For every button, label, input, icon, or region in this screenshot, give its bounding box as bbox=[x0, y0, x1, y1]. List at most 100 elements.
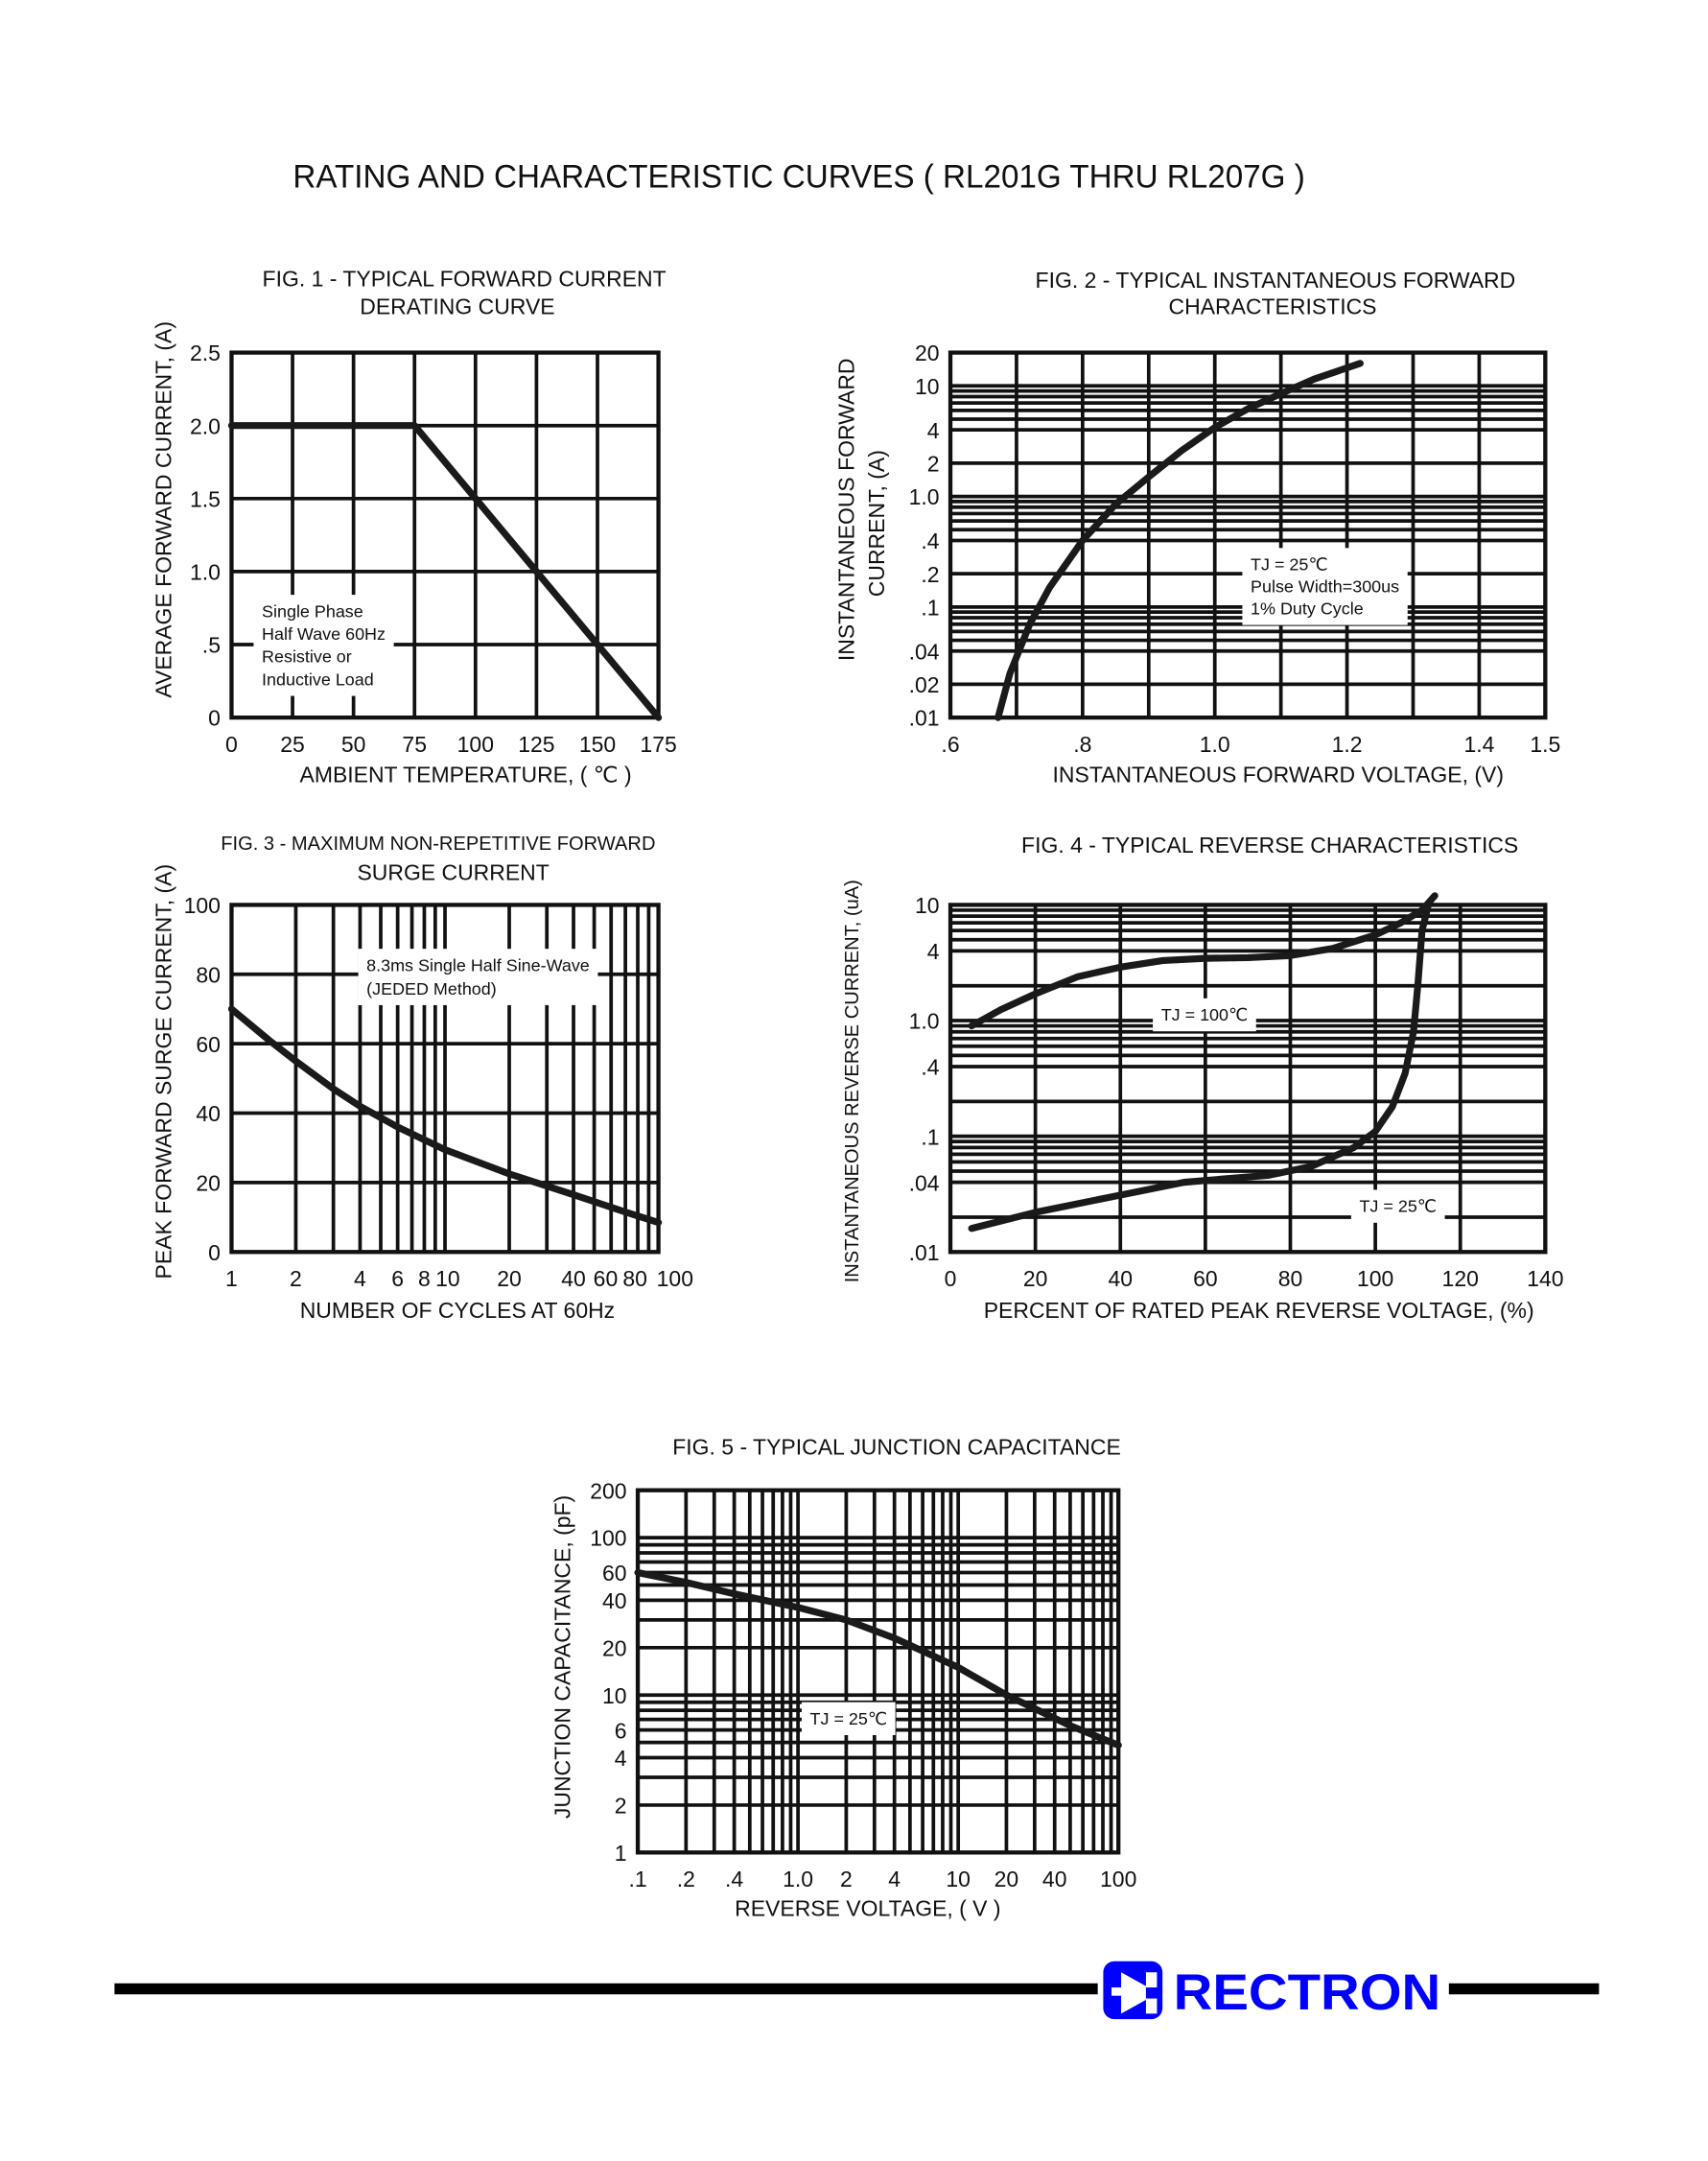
y-tick-label: .02 bbox=[909, 672, 940, 697]
y-tick-label: 100 bbox=[184, 893, 221, 918]
y-tick-label: .4 bbox=[921, 1055, 939, 1080]
x-tick-label: 0 bbox=[945, 1266, 957, 1291]
y-tick-label: .2 bbox=[921, 562, 939, 587]
annotation-line: 8.3ms Single Half Sine-Wave bbox=[366, 955, 590, 975]
chart-fig3: FIG. 3 - MAXIMUM NON-REPETITIVE FORWARD … bbox=[151, 834, 693, 1323]
plot-frame bbox=[229, 350, 661, 720]
y-tick-label: 2 bbox=[615, 1794, 627, 1819]
x-tick-label: 40 bbox=[1108, 1266, 1133, 1291]
chart-title: FIG. 5 - TYPICAL JUNCTION CAPACITANCE bbox=[672, 1434, 1121, 1459]
y-tick-label: 40 bbox=[196, 1101, 221, 1126]
annotation: TJ = 25℃ bbox=[810, 1709, 887, 1728]
y-axis-label: INSTANTANEOUS FORWARD bbox=[834, 358, 859, 661]
footer-rule-left bbox=[114, 1983, 1098, 1995]
annotation-background bbox=[358, 949, 598, 1005]
grid bbox=[948, 903, 1548, 1255]
y-tick-label: 2.0 bbox=[190, 413, 221, 438]
annotation: TJ = 25℃ Pulse Width=300us 1% Duty Cycle bbox=[1251, 554, 1399, 618]
x-tick-label: 2 bbox=[840, 1867, 853, 1891]
x-tick-label: 120 bbox=[1442, 1266, 1479, 1291]
x-tick-label: 80 bbox=[622, 1266, 647, 1291]
x-tick-label: 100 bbox=[1357, 1266, 1393, 1291]
x-axis-label: REVERSE VOLTAGE, ( V ) bbox=[735, 1895, 1000, 1920]
series-line-0 bbox=[968, 892, 1439, 1030]
series-line-0 bbox=[227, 1005, 663, 1227]
x-tick-label: 1.4 bbox=[1463, 732, 1494, 757]
x-tick-label: .1 bbox=[628, 1867, 646, 1891]
y-tick-label: .5 bbox=[202, 633, 221, 658]
chart-title: FIG. 2 - TYPICAL INSTANTANEOUS FORWARD bbox=[1036, 268, 1516, 293]
chart-fig5: FIG. 5 - TYPICAL JUNCTION CAPACITANCE RE… bbox=[550, 1434, 1137, 1920]
annotation-background bbox=[253, 595, 394, 696]
x-tick-label: 60 bbox=[594, 1266, 619, 1291]
y-tick-label: 10 bbox=[915, 374, 940, 399]
y-tick-label: 1.0 bbox=[909, 1009, 940, 1034]
x-tick-label: 20 bbox=[994, 1867, 1019, 1891]
y-tick-label: 20 bbox=[915, 341, 940, 365]
x-tick-label: .6 bbox=[941, 732, 959, 757]
x-tick-label: .8 bbox=[1073, 732, 1091, 757]
x-tick-label: 1 bbox=[225, 1266, 238, 1291]
x-axis-label: AMBIENT TEMPERATURE, ( ℃ ) bbox=[300, 763, 632, 787]
chart-subtitle: DERATING CURVE bbox=[360, 294, 554, 318]
x-tick-label: 50 bbox=[341, 732, 366, 757]
x-tick-label: 125 bbox=[518, 732, 554, 757]
annotation: 8.3ms Single Half Sine-Wave (JEDED Method… bbox=[366, 955, 590, 998]
annotation-line: Half Wave 60Hz bbox=[262, 624, 386, 644]
x-tick-label: 100 bbox=[1100, 1867, 1136, 1891]
annotation-background bbox=[1350, 1189, 1445, 1223]
x-tick-label: 1.2 bbox=[1332, 732, 1363, 757]
y-tick-label: .01 bbox=[909, 706, 940, 731]
y-tick-label: 10 bbox=[915, 893, 940, 918]
x-tick-label: 4 bbox=[888, 1867, 901, 1891]
x-tick-label: 60 bbox=[1193, 1266, 1218, 1291]
annotation-line: (JEDED Method) bbox=[366, 979, 497, 998]
y-tick-label: 2 bbox=[927, 451, 940, 476]
y-tick-label: 1.5 bbox=[190, 486, 221, 511]
rectron-logo: RECTRON bbox=[1103, 1961, 1440, 2021]
x-tick-label: 6 bbox=[391, 1266, 404, 1291]
y-tick-label: .1 bbox=[921, 595, 939, 620]
annotation-background bbox=[801, 1702, 896, 1735]
y-tick-label: .1 bbox=[921, 1124, 939, 1149]
x-tick-label: 10 bbox=[946, 1867, 971, 1891]
logo-text: RECTRON bbox=[1174, 1964, 1441, 2021]
chart-fig1: FIG. 1 - TYPICAL FORWARD CURRENT DERATIN… bbox=[151, 267, 676, 787]
y-tick-label: .4 bbox=[921, 529, 939, 553]
annotation-line: Single Phase bbox=[262, 601, 363, 621]
y-tick-label: 60 bbox=[602, 1561, 627, 1586]
y-tick-label: 4 bbox=[927, 418, 940, 443]
x-tick-label: 1.0 bbox=[783, 1867, 813, 1891]
y-axis-label: JUNCTION CAPACITANCE, (pF) bbox=[550, 1495, 575, 1819]
plot-frame bbox=[635, 1488, 1121, 1855]
footer-rule-right bbox=[1448, 1983, 1600, 1995]
x-tick-label: 10 bbox=[435, 1266, 460, 1291]
chart-subtitle: SURGE CURRENT bbox=[357, 860, 549, 885]
x-tick-label: 8 bbox=[418, 1266, 431, 1291]
chart-title: FIG. 3 - MAXIMUM NON-REPETITIVE FORWARD bbox=[221, 834, 655, 855]
y-tick-label: 10 bbox=[602, 1683, 627, 1708]
y-tick-label: 200 bbox=[590, 1478, 626, 1503]
x-tick-label: 0 bbox=[225, 732, 238, 757]
chart-fig2: FIG. 2 - TYPICAL INSTANTANEOUS FORWARD C… bbox=[834, 268, 1561, 787]
x-tick-label: 25 bbox=[280, 732, 305, 757]
x-tick-label: .2 bbox=[677, 1867, 695, 1891]
plot-frame bbox=[948, 350, 1548, 720]
y-tick-label: .04 bbox=[909, 1170, 940, 1195]
y-tick-label: 60 bbox=[196, 1032, 221, 1057]
y-tick-label: 1.0 bbox=[909, 484, 940, 509]
diode-icon bbox=[1103, 1961, 1163, 2020]
annotation-background bbox=[1242, 548, 1408, 625]
x-tick-label: 40 bbox=[561, 1266, 586, 1291]
x-tick-label: 80 bbox=[1278, 1266, 1303, 1291]
y-tick-label: 80 bbox=[196, 962, 221, 987]
y-tick-label: 0 bbox=[208, 706, 221, 731]
annotation-line: Resistive or bbox=[262, 647, 352, 667]
y-axis-label: AVERAGE FORWARD CURRENT, (A) bbox=[151, 321, 175, 698]
y-tick-label: 0 bbox=[208, 1240, 221, 1265]
x-tick-label: 100 bbox=[457, 732, 494, 757]
annotation: Single Phase Half Wave 60Hz Resistive or In… bbox=[262, 601, 386, 689]
x-tick-label: 140 bbox=[1527, 1266, 1563, 1291]
x-axis-label: PERCENT OF RATED PEAK REVERSE VOLTAGE, (… bbox=[984, 1298, 1534, 1323]
x-tick-label: 100 bbox=[657, 1266, 693, 1291]
